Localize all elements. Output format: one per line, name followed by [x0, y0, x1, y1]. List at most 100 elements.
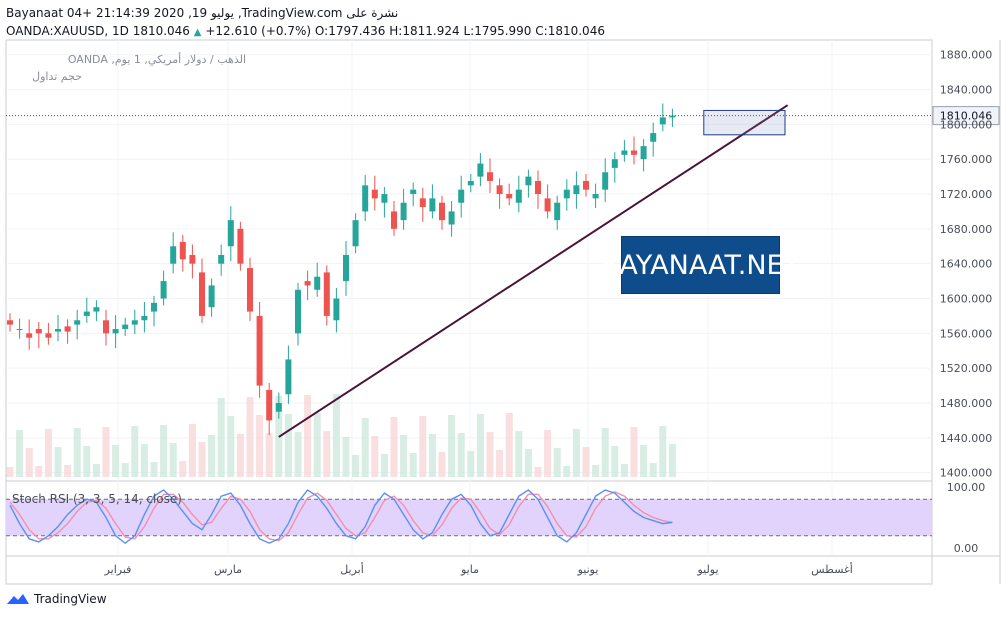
- volume-bars: [6, 394, 676, 477]
- candle-body: [141, 315, 148, 321]
- candle-body: [266, 389, 273, 421]
- candle-body: [419, 198, 426, 208]
- price-tick-label: 1680.000: [940, 223, 993, 236]
- volume-bar: [505, 413, 513, 477]
- volume-bar: [179, 461, 187, 477]
- candle-body: [400, 202, 407, 221]
- stoch-tick-label: 100.00: [947, 481, 986, 494]
- candle-body: [602, 172, 609, 190]
- highlight-box[interactable]: [703, 109, 786, 136]
- candle-body: [640, 146, 647, 160]
- series-title: OANDA ,الذهب / دولار أمريكي, 1 يوم: [68, 52, 246, 66]
- stoch-band: [6, 499, 932, 536]
- volume-bar: [246, 397, 254, 477]
- time-axis[interactable]: فبراير مارس أبريل مايو يونيو يوليو أغسطس: [104, 562, 853, 576]
- stoch-title: Stoch RSI (3, 3, 5, 14, close): [12, 492, 182, 506]
- volume-bar: [611, 446, 619, 477]
- stoch-rsi-pane[interactable]: 0.00 100.00 Stoch RSI (3, 3, 5, 14, close): [6, 481, 985, 555]
- candle-body: [55, 328, 61, 332]
- candle-body: [659, 117, 666, 125]
- volume-bar: [496, 450, 504, 477]
- volume-bar: [188, 424, 196, 477]
- volume-bar: [73, 428, 81, 477]
- volume-bar: [649, 463, 657, 477]
- volume-bar: [284, 414, 292, 477]
- price-tick-label: 1760.000: [940, 153, 993, 166]
- time-tick-label: يوليو: [696, 563, 718, 576]
- footer-brand[interactable]: TradingView: [6, 592, 107, 606]
- volume-bar: [572, 429, 580, 477]
- volume-bar: [160, 425, 168, 477]
- candle-body: [247, 268, 253, 312]
- volume-bar: [620, 464, 628, 477]
- candle-body: [7, 320, 13, 325]
- volume-bar: [256, 415, 264, 477]
- trendline-segment[interactable]: [278, 104, 789, 438]
- volume-bar: [409, 453, 417, 477]
- candle-body: [323, 272, 330, 316]
- candle-body: [122, 324, 129, 329]
- price-tick-label: 1800.000: [940, 118, 993, 131]
- price-axis[interactable]: 1400.000 1440.000 1480.000 1520.000 1560.000…: [940, 49, 993, 480]
- candle-body: [448, 211, 455, 225]
- volume-bar: [25, 448, 33, 477]
- candle-body: [131, 320, 138, 325]
- volume-bar: [227, 416, 235, 477]
- watermark-text: BAYANAAT.NET: [600, 249, 801, 281]
- price-tick-label: 1640.000: [940, 258, 993, 271]
- candle-body: [410, 189, 417, 195]
- candle-body: [381, 194, 388, 203]
- candle-body: [295, 289, 301, 334]
- candle-body: [103, 320, 109, 334]
- candle-body: [467, 180, 474, 186]
- volume-bar: [217, 398, 225, 477]
- symbol-label[interactable]: OANDA:XAUUSD, 1D: [6, 24, 129, 38]
- candle-body: [26, 333, 33, 338]
- volume-bar: [592, 465, 600, 477]
- candle-body: [64, 326, 71, 332]
- volume-bar: [6, 467, 14, 477]
- last-price-tag-label: 1810.046: [940, 110, 993, 123]
- candle-body: [218, 254, 225, 264]
- candle-body: [573, 185, 580, 195]
- close-value: 1810.046: [547, 24, 605, 38]
- volume-bar: [515, 431, 523, 477]
- time-tick-label: أغسطس: [811, 562, 853, 576]
- candle-body: [343, 254, 349, 282]
- candlesticks[interactable]: [7, 103, 676, 436]
- candle-body: [285, 359, 292, 395]
- chart-frame: [5, 39, 1001, 585]
- candle-body: [650, 133, 657, 142]
- open-label: O:: [314, 24, 329, 38]
- candle-body: [515, 189, 522, 203]
- chart-header-line: Bayanaat 04+ 21:14:39 2020 ,19 يوليو ,Tr…: [6, 6, 398, 20]
- price-tick-label: 1560.000: [940, 327, 993, 340]
- price-tick-label: 1880.000: [940, 49, 993, 62]
- candle-body: [362, 185, 369, 212]
- candle-body: [208, 285, 215, 308]
- open-value: 1797.436: [328, 24, 386, 38]
- time-tick-label: مايو: [460, 563, 479, 576]
- volume-bar: [544, 430, 552, 477]
- volume-bar: [140, 444, 148, 477]
- time-tick-label: يونيو: [577, 563, 599, 576]
- change-value: +12.610 (+0.7%): [205, 24, 312, 38]
- trendline[interactable]: [278, 104, 789, 438]
- series-legend: OANDA ,الذهب / دولار أمريكي, 1 يوم حجم ت…: [32, 52, 246, 83]
- candle-body: [525, 176, 532, 186]
- highlight-rectangle[interactable]: [703, 109, 786, 136]
- last-price-tag: [932, 106, 1000, 126]
- candle-body: [160, 281, 167, 299]
- candle-body: [35, 328, 42, 334]
- candle-body: [477, 163, 484, 177]
- price-tick-label: 1840.000: [940, 84, 993, 97]
- volume-bar: [198, 442, 206, 477]
- volume-bar: [361, 418, 369, 477]
- volume-bar: [16, 430, 24, 477]
- volume-title: حجم تداول: [32, 70, 82, 83]
- candle-body: [669, 115, 676, 118]
- volume-bar: [131, 426, 139, 477]
- candle-body: [487, 172, 493, 181]
- candle-body: [583, 180, 589, 190]
